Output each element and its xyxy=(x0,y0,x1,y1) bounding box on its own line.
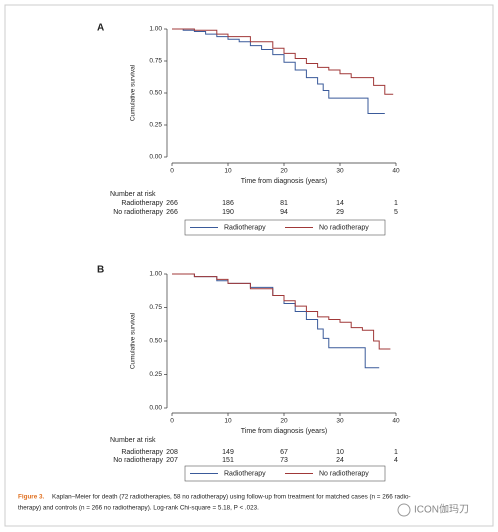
y-axis-label: Cumulative survival xyxy=(130,64,137,121)
risk-value: 186 xyxy=(222,200,234,207)
x-axis-label: Time from diagnosis (years) xyxy=(241,428,328,435)
y-axis-label: Cumulative survival xyxy=(130,312,137,369)
risk-value: 29 xyxy=(336,209,344,216)
legend-label: Radiotherapy xyxy=(224,224,266,231)
panel-label: A xyxy=(97,23,104,34)
risk-value: 151 xyxy=(222,457,234,464)
risk-value: 24 xyxy=(336,457,344,464)
risk-value: 208 xyxy=(166,449,178,456)
risk-row-name: No radiotherapy xyxy=(113,457,163,464)
risk-value: 149 xyxy=(222,449,234,456)
risk-value: 266 xyxy=(166,209,178,216)
watermark: ICON伽玛刀 xyxy=(414,503,469,516)
survival-curve xyxy=(172,28,394,95)
y-tick-label: 1.00 xyxy=(149,271,162,278)
watermark-icon xyxy=(397,503,411,517)
risk-row-name: Radiotherapy xyxy=(121,449,163,456)
x-tick-label: 40 xyxy=(392,418,400,425)
x-axis-label: Time from diagnosis (years) xyxy=(241,178,328,185)
risk-value: 14 xyxy=(336,200,344,207)
risk-row-name: Radiotherapy xyxy=(121,200,163,207)
risk-value: 1 xyxy=(394,449,398,456)
caption-text: therapy) and controls (n = 266 no radiot… xyxy=(18,505,259,512)
y-tick-label: 0.00 xyxy=(149,405,162,412)
x-tick-label: 30 xyxy=(336,418,344,425)
caption-text: Kaplan–Meier for death (72 radiotherapie… xyxy=(52,494,411,501)
risk-value: 10 xyxy=(336,449,344,456)
risk-value: 190 xyxy=(222,209,234,216)
risk-title: Number at risk xyxy=(110,437,156,444)
risk-value: 73 xyxy=(280,457,288,464)
survival-curve xyxy=(172,28,385,114)
risk-value: 207 xyxy=(166,457,178,464)
risk-value: 1 xyxy=(394,200,398,207)
y-tick-label: 0.00 xyxy=(149,154,162,161)
risk-value: 94 xyxy=(280,209,288,216)
risk-value: 5 xyxy=(394,209,398,216)
x-tick-label: 20 xyxy=(280,168,288,175)
y-tick-label: 1.00 xyxy=(149,26,162,33)
legend-label: Radiotherapy xyxy=(224,470,266,477)
legend-label: No radiotherapy xyxy=(319,470,369,477)
y-tick-label: 0.50 xyxy=(149,338,162,345)
x-tick-label: 10 xyxy=(224,168,232,175)
y-tick-label: 0.25 xyxy=(149,371,162,378)
x-tick-label: 0 xyxy=(170,168,174,175)
frame xyxy=(4,4,494,527)
x-tick-label: 40 xyxy=(392,168,400,175)
x-tick-label: 30 xyxy=(336,168,344,175)
y-tick-label: 0.75 xyxy=(149,304,162,311)
caption-label: Figure 3. xyxy=(18,494,44,501)
risk-title: Number at risk xyxy=(110,191,156,198)
risk-value: 67 xyxy=(280,449,288,456)
risk-row-name: No radiotherapy xyxy=(113,209,163,216)
y-tick-label: 0.50 xyxy=(149,90,162,97)
y-tick-label: 0.75 xyxy=(149,58,162,65)
x-tick-label: 20 xyxy=(280,418,288,425)
y-tick-label: 0.25 xyxy=(149,122,162,129)
survival-curve xyxy=(172,273,391,350)
panel-label: B xyxy=(97,265,104,276)
risk-value: 81 xyxy=(280,200,288,207)
x-tick-label: 0 xyxy=(170,418,174,425)
x-tick-label: 10 xyxy=(224,418,232,425)
legend-label: No radiotherapy xyxy=(319,224,369,231)
risk-value: 266 xyxy=(166,200,178,207)
risk-value: 4 xyxy=(394,457,398,464)
